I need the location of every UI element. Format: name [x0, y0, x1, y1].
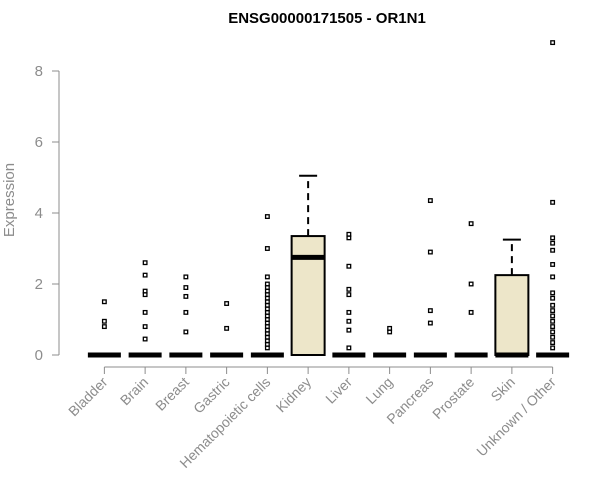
x-tick-label: Liver [322, 374, 355, 407]
outlier-point [550, 295, 556, 301]
outlier-point [550, 313, 556, 319]
x-tick-label: Prostate [429, 374, 477, 422]
boxes [87, 40, 570, 358]
outlier-point [550, 340, 556, 346]
box-rect [290, 235, 326, 356]
outlier-point [101, 299, 107, 305]
x-tick-label: Bladder [65, 374, 111, 420]
outlier-point [183, 274, 189, 280]
outlier-point [101, 324, 107, 330]
outlier-point [550, 329, 556, 335]
outlier-point [142, 288, 148, 294]
outlier-point [550, 235, 556, 241]
outlier-point [427, 249, 433, 255]
chart-title: ENSG00000171505 - OR1N1 [228, 10, 426, 27]
outlier-point [101, 318, 107, 324]
outlier-point [142, 272, 148, 278]
box-hematopoietic-cells [250, 214, 284, 358]
box-kidney [290, 174, 326, 356]
outlier-point [550, 334, 556, 340]
outlier-point [142, 324, 148, 330]
outlier-point [224, 301, 230, 306]
box-gastric [210, 301, 244, 358]
outlier-point [346, 345, 352, 351]
outlier-point [550, 290, 556, 296]
outlier-point [387, 325, 393, 331]
box-skin [494, 238, 530, 358]
outlier-point [346, 286, 352, 292]
outlier-point [346, 318, 352, 324]
y-tick-label: 2 [35, 276, 43, 293]
outlier-point [346, 327, 352, 333]
y-tick-label: 6 [35, 134, 43, 151]
outlier-point [427, 308, 433, 314]
outlier-point [550, 262, 556, 267]
y-axis-label: Expression [1, 163, 18, 237]
box-brain [128, 260, 162, 358]
outlier-point [550, 318, 556, 324]
outlier-point [346, 292, 352, 298]
box-bladder [87, 299, 121, 358]
outlier-point [550, 40, 556, 46]
axes: 0 2 4 6 8 [35, 63, 554, 374]
outlier-point [550, 199, 556, 205]
x-tick-label: Kidney [273, 374, 315, 416]
box-prostate [454, 221, 488, 358]
outlier-point [550, 324, 556, 330]
outlier-point [550, 302, 556, 308]
y-tick-label: 4 [35, 205, 43, 222]
x-tick-label: Brain [117, 374, 151, 408]
outlier-point [468, 309, 474, 315]
outlier-point [183, 293, 189, 299]
outlier-point [183, 285, 189, 290]
outlier-point [142, 309, 148, 315]
outlier-point [346, 231, 352, 237]
outlier-point [550, 274, 556, 280]
outlier-point [346, 263, 352, 269]
outlier-point [224, 325, 230, 331]
outlier-point [183, 329, 189, 335]
x-tick-label: Breast [152, 374, 192, 414]
outlier-point [264, 281, 270, 287]
box-liver [332, 231, 366, 358]
box-unknown-other [536, 40, 570, 358]
outlier-point [550, 240, 556, 246]
outlier-point [550, 247, 556, 253]
outlier-point [142, 336, 148, 342]
y-tick-label: 0 [35, 347, 43, 364]
outlier-point [468, 221, 474, 227]
outlier-point [142, 260, 148, 266]
box-breast [169, 274, 203, 358]
outlier-point [264, 274, 270, 280]
box-rect [494, 274, 530, 356]
outlier-point [468, 281, 474, 287]
x-tick-label: Skin [487, 374, 518, 405]
outlier-point [427, 320, 433, 326]
outlier-point [427, 198, 433, 204]
box-pancreas [413, 198, 447, 358]
outlier-point [346, 309, 352, 315]
outlier-point [183, 309, 189, 315]
box-lung [373, 325, 407, 358]
x-tick-label: Lung [362, 374, 395, 407]
outlier-point [264, 214, 270, 219]
outlier-point [550, 345, 556, 351]
outlier-point [550, 308, 556, 314]
outlier-point [264, 246, 270, 251]
y-tick-label: 8 [35, 63, 43, 80]
